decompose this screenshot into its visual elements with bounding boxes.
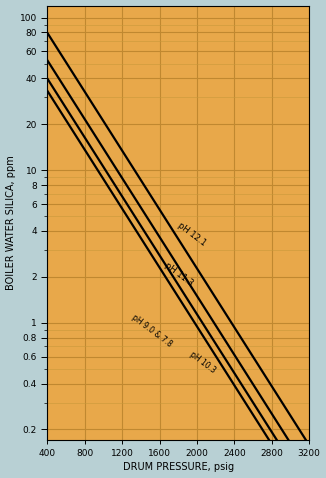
Text: pH 11.3: pH 11.3 xyxy=(163,261,195,287)
Y-axis label: BOILER WATER SILICA, ppm: BOILER WATER SILICA, ppm xyxy=(6,155,16,290)
Text: pH 12.1: pH 12.1 xyxy=(176,220,208,248)
X-axis label: DRUM PRESSURE, psig: DRUM PRESSURE, psig xyxy=(123,462,234,472)
Text: pH 9.0 & 7.8: pH 9.0 & 7.8 xyxy=(130,313,173,348)
Text: pH 10.3: pH 10.3 xyxy=(187,349,217,375)
